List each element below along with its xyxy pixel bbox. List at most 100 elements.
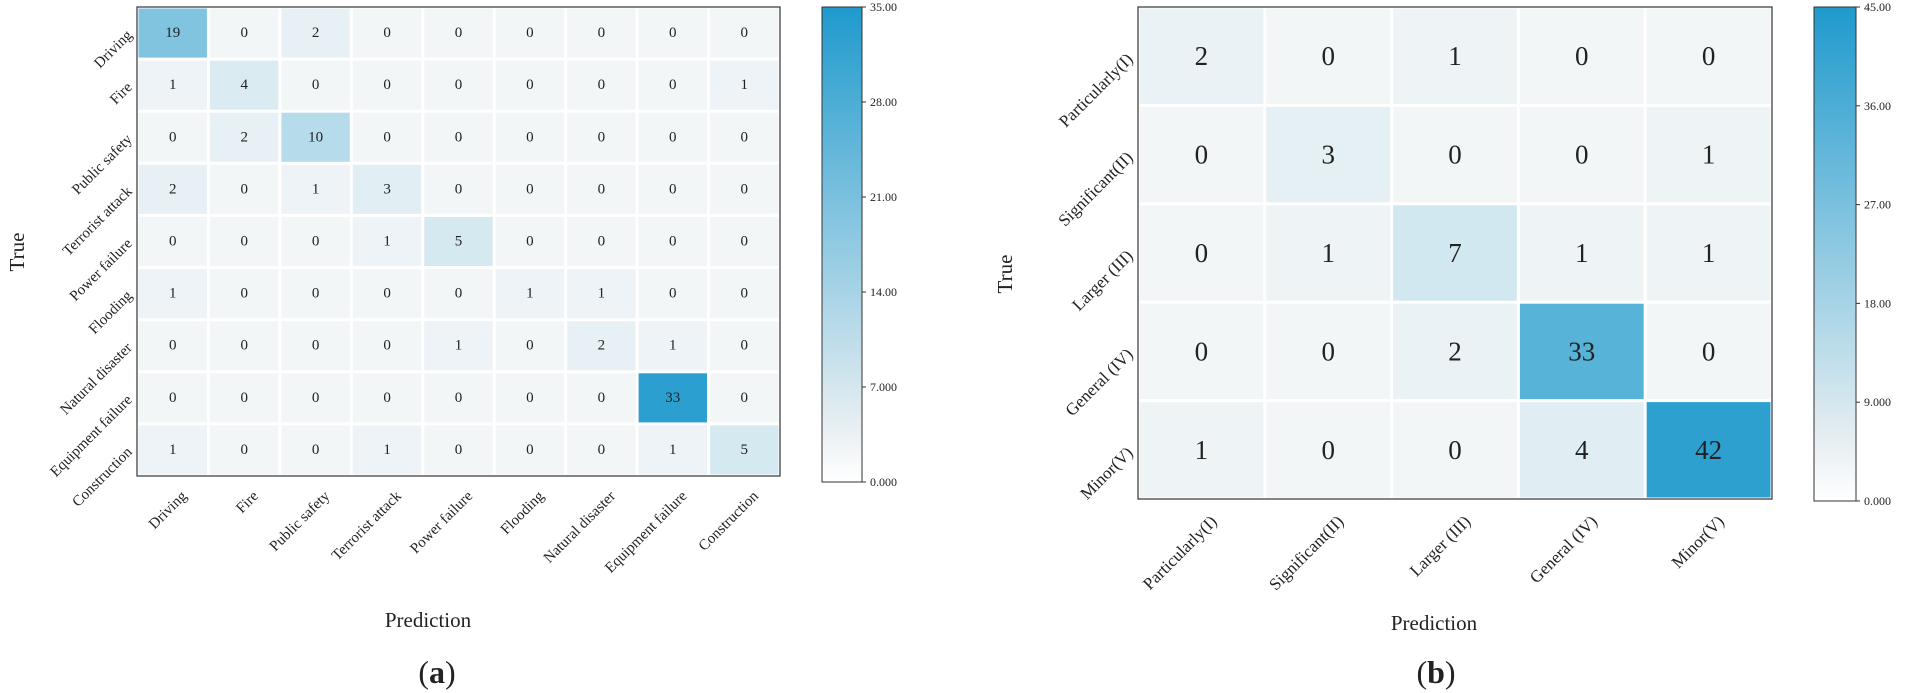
matrix-a-cell	[567, 60, 636, 110]
matrix-a-x-tick-label: Public safety	[267, 488, 334, 555]
matrix-a-cell	[710, 216, 779, 266]
matrix-a-cell	[567, 321, 636, 371]
panel-a-label: (a)	[418, 654, 455, 690]
matrix-a-x-tick-label: Flooding	[498, 488, 548, 538]
colorbar-b-tick-label: 9.000	[1864, 395, 1891, 409]
matrix-a-cell	[638, 164, 707, 214]
matrix-a-cell-value: 0	[383, 286, 391, 302]
matrix-a-cell-value: 0	[598, 442, 606, 458]
matrix-a-cell-value: 0	[169, 338, 177, 354]
matrix-a-cell-value: 0	[741, 234, 749, 250]
matrix-a-cell	[281, 216, 350, 266]
matrix-a-cell-value: 0	[669, 286, 677, 302]
matrix-a-cell	[281, 269, 350, 319]
matrix-a-cell-value: 0	[669, 181, 677, 197]
colorbar-b-tick-label: 36.00	[1864, 99, 1891, 113]
matrix-a-cell-value: 5	[741, 442, 749, 458]
matrix-b-y-tick-label: Larger (III)	[1068, 246, 1136, 314]
matrix-a-cell-value: 1	[383, 234, 391, 250]
matrix-a-cell	[138, 216, 207, 266]
matrix-a-cell-value: 0	[240, 181, 248, 197]
matrix-a-cell	[567, 8, 636, 58]
matrix-b-cell-value: 1	[1702, 238, 1716, 268]
matrix-b-y-tick-label: Significant(II)	[1055, 148, 1137, 230]
matrix-a-cell	[424, 269, 493, 319]
matrix-b-x-tick-label: Minor(V)	[1668, 512, 1728, 572]
matrix-a-cell-value: 1	[169, 286, 177, 302]
matrix-b-cell	[1139, 303, 1264, 400]
matrix-a-cell	[138, 112, 207, 162]
matrix-a-cell-value: 3	[383, 181, 391, 197]
matrix-b-cell-value: 0	[1575, 41, 1589, 71]
matrix-a-cell-value: 0	[169, 390, 177, 406]
matrix-b-cell	[1393, 402, 1517, 498]
matrix-a-cell-value: 0	[312, 77, 320, 93]
matrix-a-cell-value: 0	[526, 338, 534, 354]
matrix-a-cell	[495, 216, 565, 266]
matrix-a-cell	[352, 164, 422, 214]
svg-text:(b): (b)	[1416, 654, 1455, 690]
matrix-a-cell-value: 0	[526, 390, 534, 406]
matrix-a-cell-value: 0	[455, 129, 463, 145]
colorbar-a-tick-label: 35.00	[870, 0, 897, 14]
matrix-a-cell	[352, 269, 422, 319]
matrix-b-cell	[1519, 106, 1644, 203]
matrix-b-cell-value: 0	[1321, 336, 1335, 366]
matrix-b-cell	[1519, 303, 1644, 400]
matrix-a-cell-value: 0	[669, 234, 677, 250]
matrix-a-cell	[495, 269, 565, 319]
matrix-a-cell-value: 0	[455, 442, 463, 458]
matrix-a-cell-value: 1	[312, 181, 320, 197]
matrix-a-cell-value: 0	[383, 25, 391, 41]
matrix-b-cell	[1139, 106, 1264, 203]
confusion-matrix-a: 19 0 2 0 0 0 0 0 01 4 0 0 0 0 0 0 10 2 10 0 0 0 0 0 02 0 1 3 0 0 0 0 00 0…	[5, 0, 897, 690]
colorbar-a-gradient	[821, 6, 863, 483]
colorbar-a-tick-label: 0.000	[870, 475, 897, 489]
matrix-b-cell-value: 33	[1568, 336, 1595, 366]
matrix-a-cell-value: 0	[741, 129, 749, 145]
matrix-b-cell	[1393, 106, 1517, 203]
matrix-a-cell	[638, 373, 707, 423]
matrix-b-x-tick-labels: Particularly(I) Significant(II) Larger (II…	[1139, 512, 1728, 594]
matrix-a-cell-value: 0	[598, 77, 606, 93]
matrix-a-cell	[638, 60, 707, 110]
matrix-a-cell	[710, 112, 779, 162]
matrix-b-cell	[1646, 205, 1771, 301]
matrix-a-cell-value: 1	[526, 286, 534, 302]
matrix-a-x-tick-label: Terrorist attack	[329, 488, 405, 564]
matrix-a-cell-value: 0	[240, 442, 248, 458]
matrix-a-cell-value: 0	[455, 181, 463, 197]
matrix-a-cell-value: 0	[741, 25, 749, 41]
matrix-b-cell-value: 0	[1702, 41, 1716, 71]
matrix-b-cell-value: 4	[1575, 435, 1589, 465]
matrix-b-cell-value: 0	[1195, 336, 1209, 366]
matrix-b-x-tick-label: Particularly(I)	[1139, 512, 1221, 594]
colorbar-a-tick-label: 28.00	[870, 95, 897, 109]
matrix-a-cell	[352, 60, 422, 110]
matrix-a-cell	[352, 8, 422, 58]
matrix-a-cell	[495, 164, 565, 214]
matrix-b-cell-value: 0	[1448, 435, 1462, 465]
matrix-a-cell-value: 0	[669, 77, 677, 93]
colorbar-a: 0.000 7.000 14.00 21.00 28.00 35.00	[821, 0, 897, 489]
matrix-b-cell-value: 7	[1448, 238, 1462, 268]
matrix-a-cell-value: 4	[240, 77, 248, 93]
matrix-a-cell-value: 0	[669, 129, 677, 145]
matrix-a-cell	[138, 321, 207, 371]
matrix-a-cell	[567, 216, 636, 266]
matrix-a-cell-value: 5	[455, 234, 463, 250]
matrix-a-x-tick-label: Construction	[696, 488, 762, 554]
matrix-a-cell	[638, 8, 707, 58]
matrix-a-cell	[209, 112, 279, 162]
matrix-a-cell-value: 0	[383, 77, 391, 93]
matrix-a-cell-value: 1	[669, 338, 677, 354]
matrix-a-cell-value: 2	[169, 181, 177, 197]
matrix-a-cell	[424, 164, 493, 214]
matrix-a-cell	[710, 8, 779, 58]
matrix-b-cell	[1519, 402, 1644, 498]
matrix-a-cell-value: 2	[312, 25, 320, 41]
matrix-b-cell	[1519, 205, 1644, 301]
matrix-a-x-tick-label: Driving	[146, 488, 191, 533]
matrix-a-cell-value: 0	[455, 25, 463, 41]
